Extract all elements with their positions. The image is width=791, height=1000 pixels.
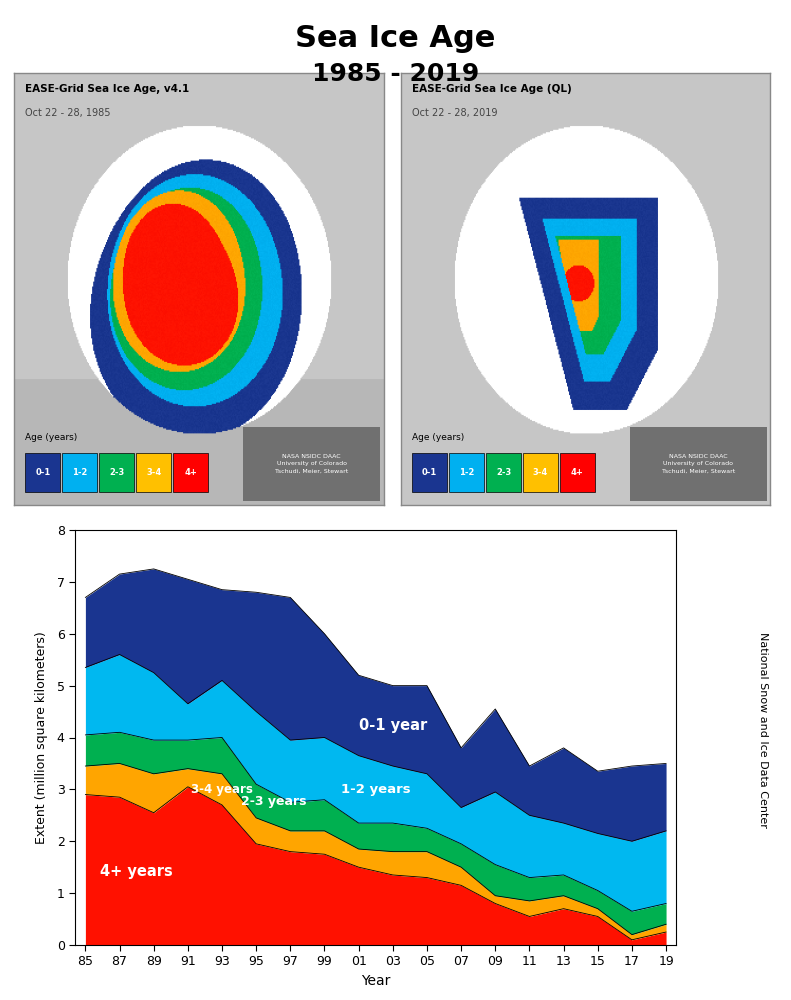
Text: 1985 - 2019: 1985 - 2019 xyxy=(312,62,479,86)
Text: 0-1 year: 0-1 year xyxy=(358,718,427,733)
Text: 1-2: 1-2 xyxy=(459,468,475,477)
FancyBboxPatch shape xyxy=(173,453,208,492)
Text: 0-1: 0-1 xyxy=(422,468,437,477)
Text: Age (years): Age (years) xyxy=(412,433,464,442)
Text: 4+: 4+ xyxy=(184,468,197,477)
FancyBboxPatch shape xyxy=(486,453,521,492)
FancyBboxPatch shape xyxy=(449,453,484,492)
Text: EASE-Grid Sea Ice Age (QL): EASE-Grid Sea Ice Age (QL) xyxy=(412,84,572,94)
Text: 3-4: 3-4 xyxy=(533,468,548,477)
FancyBboxPatch shape xyxy=(62,453,97,492)
Text: 2-3: 2-3 xyxy=(109,468,124,477)
Text: 0-1: 0-1 xyxy=(36,468,51,477)
FancyBboxPatch shape xyxy=(136,453,171,492)
Text: 2-3: 2-3 xyxy=(496,468,511,477)
Text: NASA NSIDC DAAC
University of Colorado
Tschudi, Meier, Stewart: NASA NSIDC DAAC University of Colorado T… xyxy=(662,454,735,473)
Text: Oct 22 - 28, 2019: Oct 22 - 28, 2019 xyxy=(412,108,498,118)
FancyBboxPatch shape xyxy=(244,427,380,501)
Text: 3-4: 3-4 xyxy=(146,468,161,477)
Text: 4+: 4+ xyxy=(571,468,584,477)
FancyBboxPatch shape xyxy=(630,427,766,501)
Text: National Snow and Ice Data Center: National Snow and Ice Data Center xyxy=(759,632,768,828)
Y-axis label: Extent (million square kilometers): Extent (million square kilometers) xyxy=(36,631,48,844)
FancyBboxPatch shape xyxy=(412,453,447,492)
Text: Age (years): Age (years) xyxy=(25,433,78,442)
FancyBboxPatch shape xyxy=(523,453,558,492)
FancyBboxPatch shape xyxy=(560,453,595,492)
Text: Sea Ice Age: Sea Ice Age xyxy=(295,24,496,53)
Text: EASE-Grid Sea Ice Age, v4.1: EASE-Grid Sea Ice Age, v4.1 xyxy=(25,84,190,94)
Text: 3-4 years: 3-4 years xyxy=(191,783,253,796)
Text: 1-2: 1-2 xyxy=(72,468,88,477)
Text: 1-2 years: 1-2 years xyxy=(341,783,411,796)
X-axis label: Year: Year xyxy=(361,974,391,988)
Text: 4+ years: 4+ years xyxy=(100,864,173,879)
FancyBboxPatch shape xyxy=(99,453,134,492)
Text: 2-3 years: 2-3 years xyxy=(240,795,306,808)
FancyBboxPatch shape xyxy=(25,453,60,492)
Text: Oct 22 - 28, 1985: Oct 22 - 28, 1985 xyxy=(25,108,111,118)
Text: NASA NSIDC DAAC
University of Colorado
Tschudi, Meier, Stewart: NASA NSIDC DAAC University of Colorado T… xyxy=(275,454,348,473)
